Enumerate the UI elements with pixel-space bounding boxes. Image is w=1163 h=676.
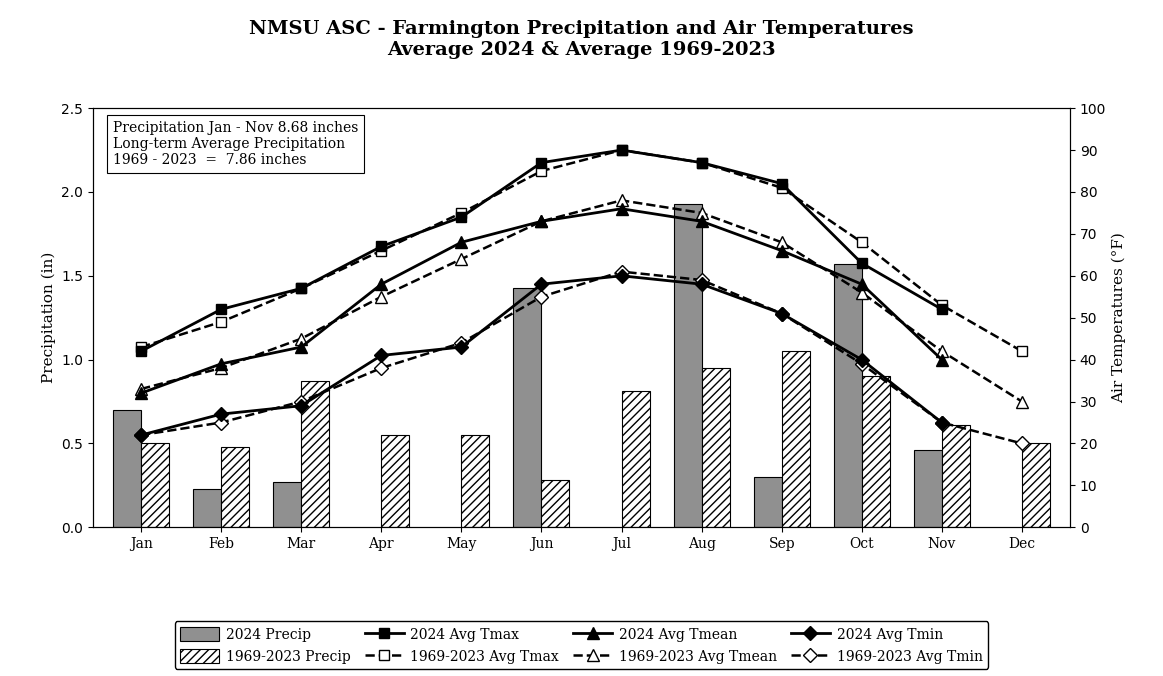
Bar (782, 352, 809, 527)
Bar (834, 264, 862, 527)
Y-axis label: Precipitation (in): Precipitation (in) (42, 252, 56, 383)
Bar (673, 203, 701, 527)
Text: Precipitation Jan - Nov 8.68 inches
Long-term Average Precipitation
1969 - 2023 : Precipitation Jan - Nov 8.68 inches Long… (113, 121, 358, 167)
Bar (193, 489, 221, 527)
Bar (862, 377, 890, 527)
Bar (273, 482, 301, 527)
Bar (462, 435, 490, 527)
Legend: 2024 Precip, 1969-2023 Precip, 2024 Avg Tmax, 1969-2023 Avg Tmax, 2024 Avg Tmean: 2024 Precip, 1969-2023 Precip, 2024 Avg … (174, 621, 989, 669)
Bar (1022, 443, 1050, 527)
Y-axis label: Air Temperatures (°F): Air Temperatures (°F) (1112, 233, 1126, 403)
Bar (221, 447, 249, 527)
Bar (301, 381, 329, 527)
Bar (942, 425, 970, 527)
Bar (701, 368, 729, 527)
Bar (914, 450, 942, 527)
Bar (513, 287, 542, 527)
Bar (542, 481, 570, 527)
Bar (141, 443, 169, 527)
Bar (113, 410, 141, 527)
Bar (381, 435, 409, 527)
Bar (754, 477, 782, 527)
Bar (621, 391, 650, 527)
Text: NMSU ASC - Farmington Precipitation and Air Temperatures
Average 2024 & Average : NMSU ASC - Farmington Precipitation and … (249, 20, 914, 59)
